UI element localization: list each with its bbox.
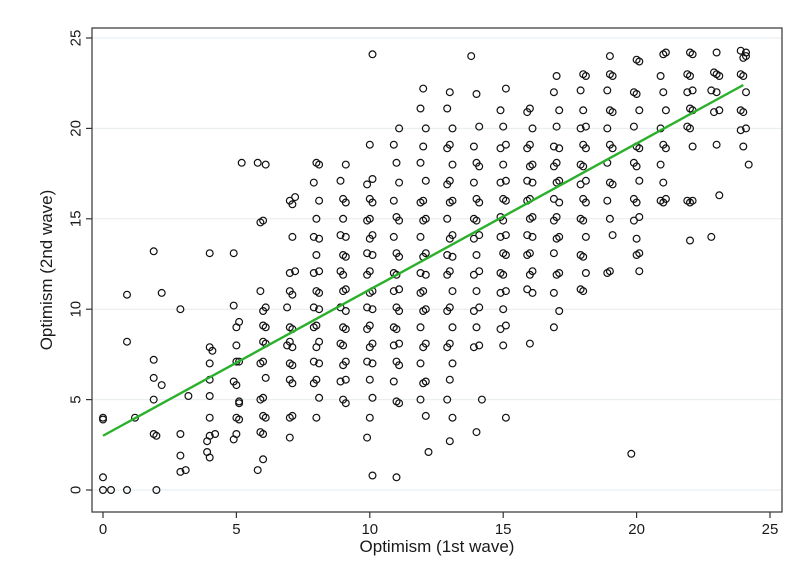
y-tick-label: 5	[68, 395, 85, 403]
y-tick-label: 10	[68, 301, 85, 318]
y-tick-label: 20	[68, 120, 85, 137]
x-tick-label: 5	[232, 521, 240, 538]
y-tick-label: 15	[68, 210, 85, 227]
x-tick-label: 15	[495, 521, 512, 538]
x-tick-label: 20	[628, 521, 645, 538]
x-tick-label: 25	[762, 521, 779, 538]
y-tick-label: 25	[68, 30, 85, 47]
x-axis-title: Optimism (1st wave)	[360, 537, 515, 556]
y-axis-title: Optimism (2nd wave)	[37, 190, 56, 351]
x-tick-label: 0	[99, 521, 107, 538]
y-tick-label: 0	[68, 486, 85, 494]
x-tick-label: 10	[361, 521, 378, 538]
